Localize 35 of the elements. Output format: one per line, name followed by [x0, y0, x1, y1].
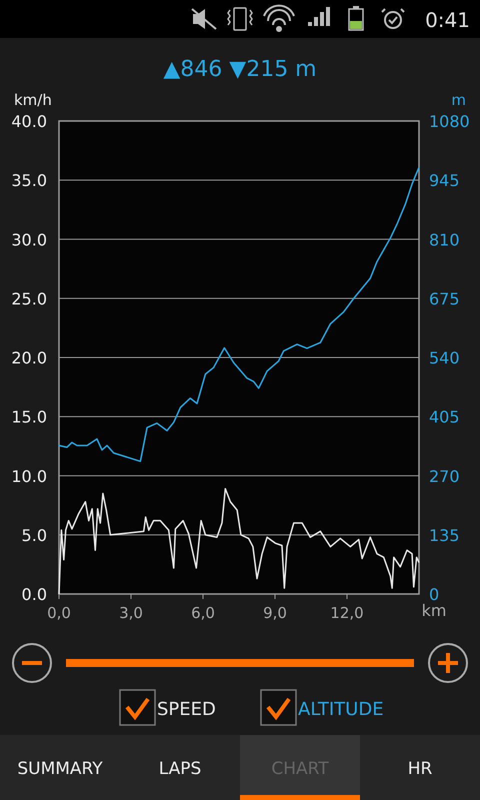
y-tick-label: 15.0 [11, 408, 47, 427]
y2-tick-label: 810 [429, 230, 460, 250]
y2-tick-label: 1080 [429, 112, 470, 131]
y-tick-label: 5.0 [22, 526, 47, 545]
y-tick-label: 10.0 [11, 466, 47, 486]
y2-tick-label: 270 [429, 466, 460, 486]
y-tick-label: 20.0 [11, 348, 47, 368]
chart-title: ▲846 ▼215 m [163, 57, 317, 82]
y-tick-label: 0.0 [22, 585, 47, 604]
x-tick-label: 0,0 [47, 604, 71, 622]
text: SUMMARY [17, 759, 104, 779]
x-tick-label: 3,0 [119, 604, 143, 622]
y-tick-label: 35.0 [11, 171, 47, 190]
y-tick-label: 25.0 [11, 289, 47, 308]
text: ALTITUDE [298, 699, 384, 720]
x-tick-label: 12,0 [330, 604, 364, 622]
text: 0:41 [425, 8, 470, 32]
y2-tick-label: 540 [429, 348, 460, 368]
line-series [58, 167, 420, 462]
text: LAPS [158, 759, 202, 779]
y-axis-title: km/h [14, 91, 52, 109]
x-axis-title: km [422, 601, 446, 620]
x-tick-label: 9,0 [263, 604, 287, 622]
y2-tick-label: 0 [429, 585, 440, 604]
y2-tick-label: 945 [429, 171, 460, 190]
text: HR [408, 759, 432, 779]
y-tick-label: 40.0 [11, 112, 47, 131]
y2-tick-label: 675 [429, 289, 460, 308]
line-series [58, 488, 420, 595]
text: SPEED [157, 699, 216, 720]
y-tick-label: 30.0 [11, 230, 47, 250]
x-tick-label: 6,0 [191, 604, 215, 622]
y2-axis-title: m [451, 91, 466, 109]
y2-tick-label: 405 [429, 408, 460, 427]
y2-tick-label: 135 [429, 526, 460, 545]
